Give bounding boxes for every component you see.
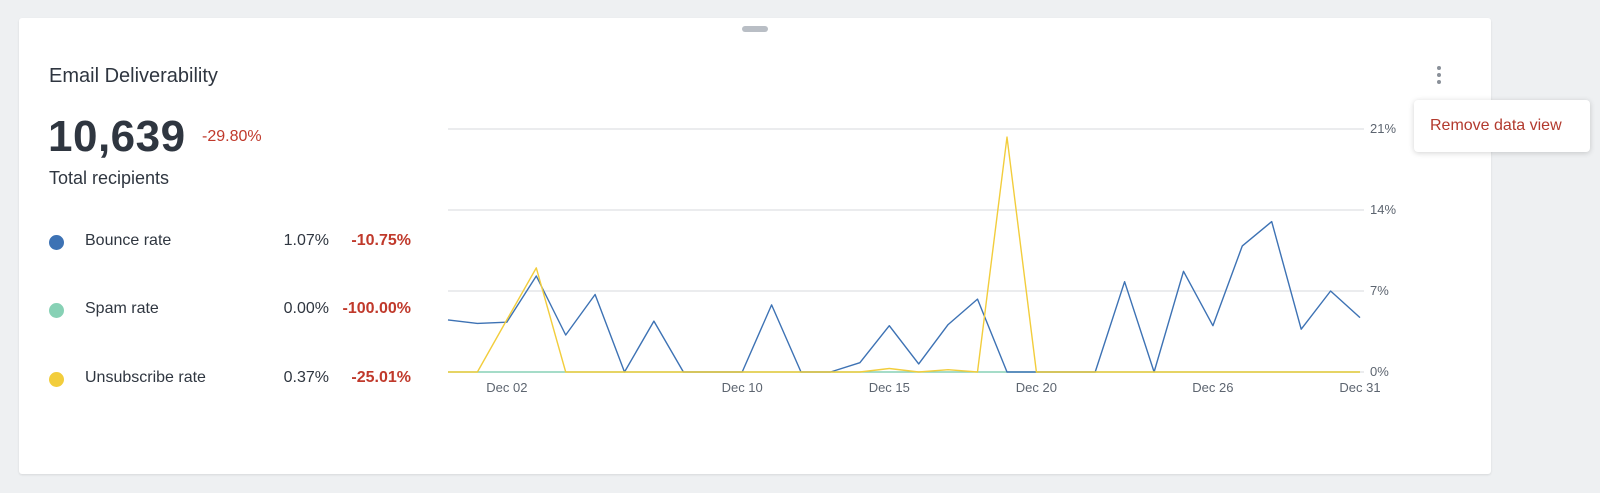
series-line-unsubscribe-rate [448, 136, 1360, 373]
y-tick-label: 7% [1370, 283, 1389, 298]
remove-data-view-menu-item[interactable]: Remove data view [1414, 100, 1590, 152]
unsubscribe-rate-dot [49, 372, 64, 387]
card-title: Email Deliverability [49, 65, 218, 87]
x-tick-label: Dec 31 [1339, 380, 1380, 395]
bounce-rate-dot [49, 235, 64, 250]
metric-value: 0.37% [283, 369, 329, 386]
metric-unsubscribe-rate: Unsubscribe rate 0.37% -25.01% [49, 367, 429, 391]
total-recipients-label: Total recipients [49, 168, 170, 188]
x-tick-label: Dec 10 [722, 380, 763, 395]
metric-label: Unsubscribe rate [85, 369, 206, 386]
series-line-bounce-rate [447, 220, 1361, 373]
metric-change: -25.01% [351, 369, 411, 386]
y-tick-label: 21% [1370, 121, 1396, 136]
remove-data-view-label: Remove data view [1430, 117, 1562, 134]
metric-spam-rate: Spam rate 0.00% -100.00% [49, 298, 429, 322]
y-tick-label: 14% [1370, 202, 1396, 217]
deliverability-line-chart: 0% 7% 14% 21% Dec 02 Dec 10 Dec 15 Dec 20 Dec 26… [447, 121, 1396, 395]
metric-change: -10.75% [351, 232, 411, 249]
metric-change: -100.00% [342, 300, 412, 317]
metric-label: Spam rate [85, 300, 159, 317]
kebab-vertical-icon[interactable] [1431, 63, 1447, 87]
drag-handle[interactable] [742, 26, 768, 32]
email-deliverability-card: Email Deliverability 10,639 -29.80% Tota… [19, 18, 1491, 474]
x-tick-label: Dec 26 [1192, 380, 1233, 395]
x-tick-label: Dec 20 [1016, 380, 1057, 395]
metric-bounce-rate: Bounce rate 1.07% -10.75% [49, 230, 429, 254]
metric-value: 0.00% [283, 300, 329, 317]
spam-rate-dot [49, 303, 64, 318]
metric-label: Bounce rate [85, 232, 172, 249]
x-tick-label: Dec 15 [869, 380, 910, 395]
metric-value: 1.07% [283, 232, 329, 249]
y-tick-label: 0% [1370, 364, 1389, 379]
x-tick-label: Dec 02 [486, 380, 527, 395]
total-recipients-change: -29.80% [202, 128, 262, 145]
total-recipients-value: 10,639 [48, 112, 186, 161]
